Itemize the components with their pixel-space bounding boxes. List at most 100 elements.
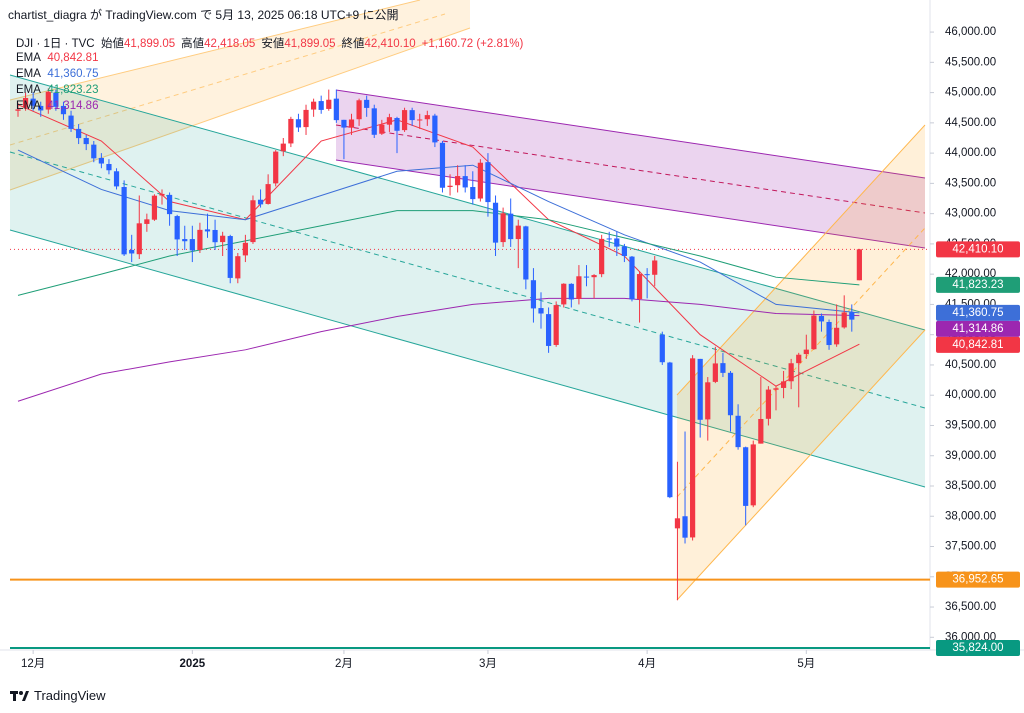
price-badge-label: 41,823.23 bbox=[952, 279, 1003, 291]
candle-body bbox=[636, 274, 643, 299]
field-value: 41,899.05 bbox=[123, 38, 176, 50]
y-tick-label: 39,500.00 bbox=[945, 419, 996, 431]
candle-body bbox=[424, 115, 430, 120]
y-tick-label: 36,500.00 bbox=[945, 601, 996, 613]
price-badge-bg bbox=[936, 336, 1020, 353]
candle-body bbox=[83, 137, 89, 145]
candle-body bbox=[834, 327, 840, 345]
candle-body bbox=[417, 119, 423, 121]
price-badge-bg bbox=[936, 276, 1020, 293]
candle-body bbox=[113, 171, 120, 187]
candle-body bbox=[773, 388, 779, 390]
price-badge-bg bbox=[936, 639, 1020, 656]
candle-body bbox=[780, 381, 787, 388]
candle-body bbox=[303, 109, 309, 128]
candle-body bbox=[364, 99, 370, 108]
candle-body bbox=[439, 142, 446, 188]
price-badge-label: 41,314.86 bbox=[952, 323, 1003, 335]
candle-body bbox=[735, 415, 741, 448]
price-badge: 41,314.86 bbox=[936, 320, 1020, 337]
candle-body bbox=[545, 314, 552, 346]
candle-body bbox=[129, 249, 135, 254]
y-tick-label: 45,500.00 bbox=[945, 56, 996, 68]
x-tick-label: 2月 bbox=[335, 658, 353, 670]
candle-body bbox=[288, 118, 294, 144]
x-tick-label: 12月 bbox=[21, 658, 45, 670]
symbol: DJI · 1日 · TVC bbox=[16, 38, 95, 50]
candle-body bbox=[629, 256, 635, 300]
candle-body bbox=[720, 363, 726, 373]
candle-body bbox=[674, 518, 681, 529]
candle-body bbox=[30, 98, 36, 106]
candle-body bbox=[561, 283, 567, 305]
candle-body bbox=[401, 110, 408, 131]
candle-body bbox=[144, 219, 150, 224]
y-tick-label: 46,000.00 bbox=[945, 26, 996, 38]
candle-body bbox=[379, 124, 385, 134]
price-badge: 35,824.00 bbox=[936, 639, 1020, 656]
legend-name: EMA bbox=[16, 52, 41, 64]
candle-body bbox=[523, 226, 529, 280]
candle-body bbox=[174, 216, 180, 240]
candle-body bbox=[159, 193, 165, 196]
price-badge: 42,410.10 bbox=[936, 241, 1020, 258]
candle-body bbox=[432, 115, 438, 143]
legend-name: EMA bbox=[16, 68, 41, 80]
field-name: 安値 bbox=[261, 38, 285, 50]
price-badge: 41,360.75 bbox=[936, 304, 1020, 321]
legend-value: 40,842.81 bbox=[47, 52, 99, 64]
candle-body bbox=[803, 349, 809, 355]
legend-entry: EMA 41,823.23 bbox=[16, 84, 98, 96]
candle-body bbox=[182, 239, 188, 242]
y-tick-label: 38,500.00 bbox=[945, 480, 996, 492]
candle-body bbox=[326, 99, 332, 109]
candle-body bbox=[250, 200, 256, 243]
x-tick-label: 4月 bbox=[638, 658, 656, 670]
price-badge: 40,842.81 bbox=[936, 336, 1020, 353]
candle-body bbox=[257, 199, 264, 205]
candle-body bbox=[697, 358, 703, 420]
price-badge-bg bbox=[936, 320, 1020, 337]
candle-body bbox=[621, 246, 627, 257]
candle-body bbox=[508, 213, 514, 240]
candle-body bbox=[220, 235, 226, 243]
candle-body bbox=[394, 118, 400, 131]
ema-line bbox=[17, 149, 860, 314]
legend-name: EMA bbox=[16, 84, 41, 96]
candle-body bbox=[712, 363, 718, 382]
candle-body bbox=[485, 162, 491, 203]
candle-body bbox=[106, 164, 112, 171]
candle-body bbox=[765, 389, 772, 419]
ohlc-header: DJI · 1日 · TVC 始値41,899.05 高値42,418.05 安値4… bbox=[16, 35, 529, 51]
candle-body bbox=[189, 239, 195, 251]
x-tick-label: 5月 bbox=[797, 658, 815, 670]
y-tick-label: 40,000.00 bbox=[945, 389, 996, 401]
channel-edge bbox=[335, 89, 926, 179]
legend-entry: EMA 41,360.75 bbox=[16, 68, 98, 80]
channel-edge bbox=[335, 159, 926, 249]
candle-body bbox=[515, 225, 521, 240]
channel-mid bbox=[9, 13, 446, 146]
candle-body bbox=[151, 195, 158, 220]
candle-body bbox=[758, 418, 764, 444]
candle-body bbox=[22, 97, 29, 108]
candle-body bbox=[599, 238, 605, 275]
y-tick-label: 43,000.00 bbox=[945, 208, 996, 220]
candle-body bbox=[280, 143, 286, 152]
candle-body bbox=[667, 362, 673, 498]
candle-body bbox=[652, 260, 658, 275]
y-tick-label: 40,500.00 bbox=[945, 359, 996, 371]
candle-body bbox=[15, 109, 21, 111]
drawings bbox=[9, 0, 926, 601]
candle-body bbox=[212, 229, 218, 243]
channel-edge bbox=[9, 74, 926, 331]
candle-body bbox=[38, 105, 44, 111]
field-value: 41,899.05 bbox=[284, 38, 336, 50]
legend-value: 41,314.86 bbox=[47, 100, 99, 112]
logo: TradingView bbox=[10, 688, 106, 703]
legend-entry: EMA 40,842.81 bbox=[16, 52, 98, 64]
candle-body bbox=[856, 249, 862, 281]
candle-body bbox=[136, 223, 142, 255]
candle-body bbox=[273, 151, 279, 184]
